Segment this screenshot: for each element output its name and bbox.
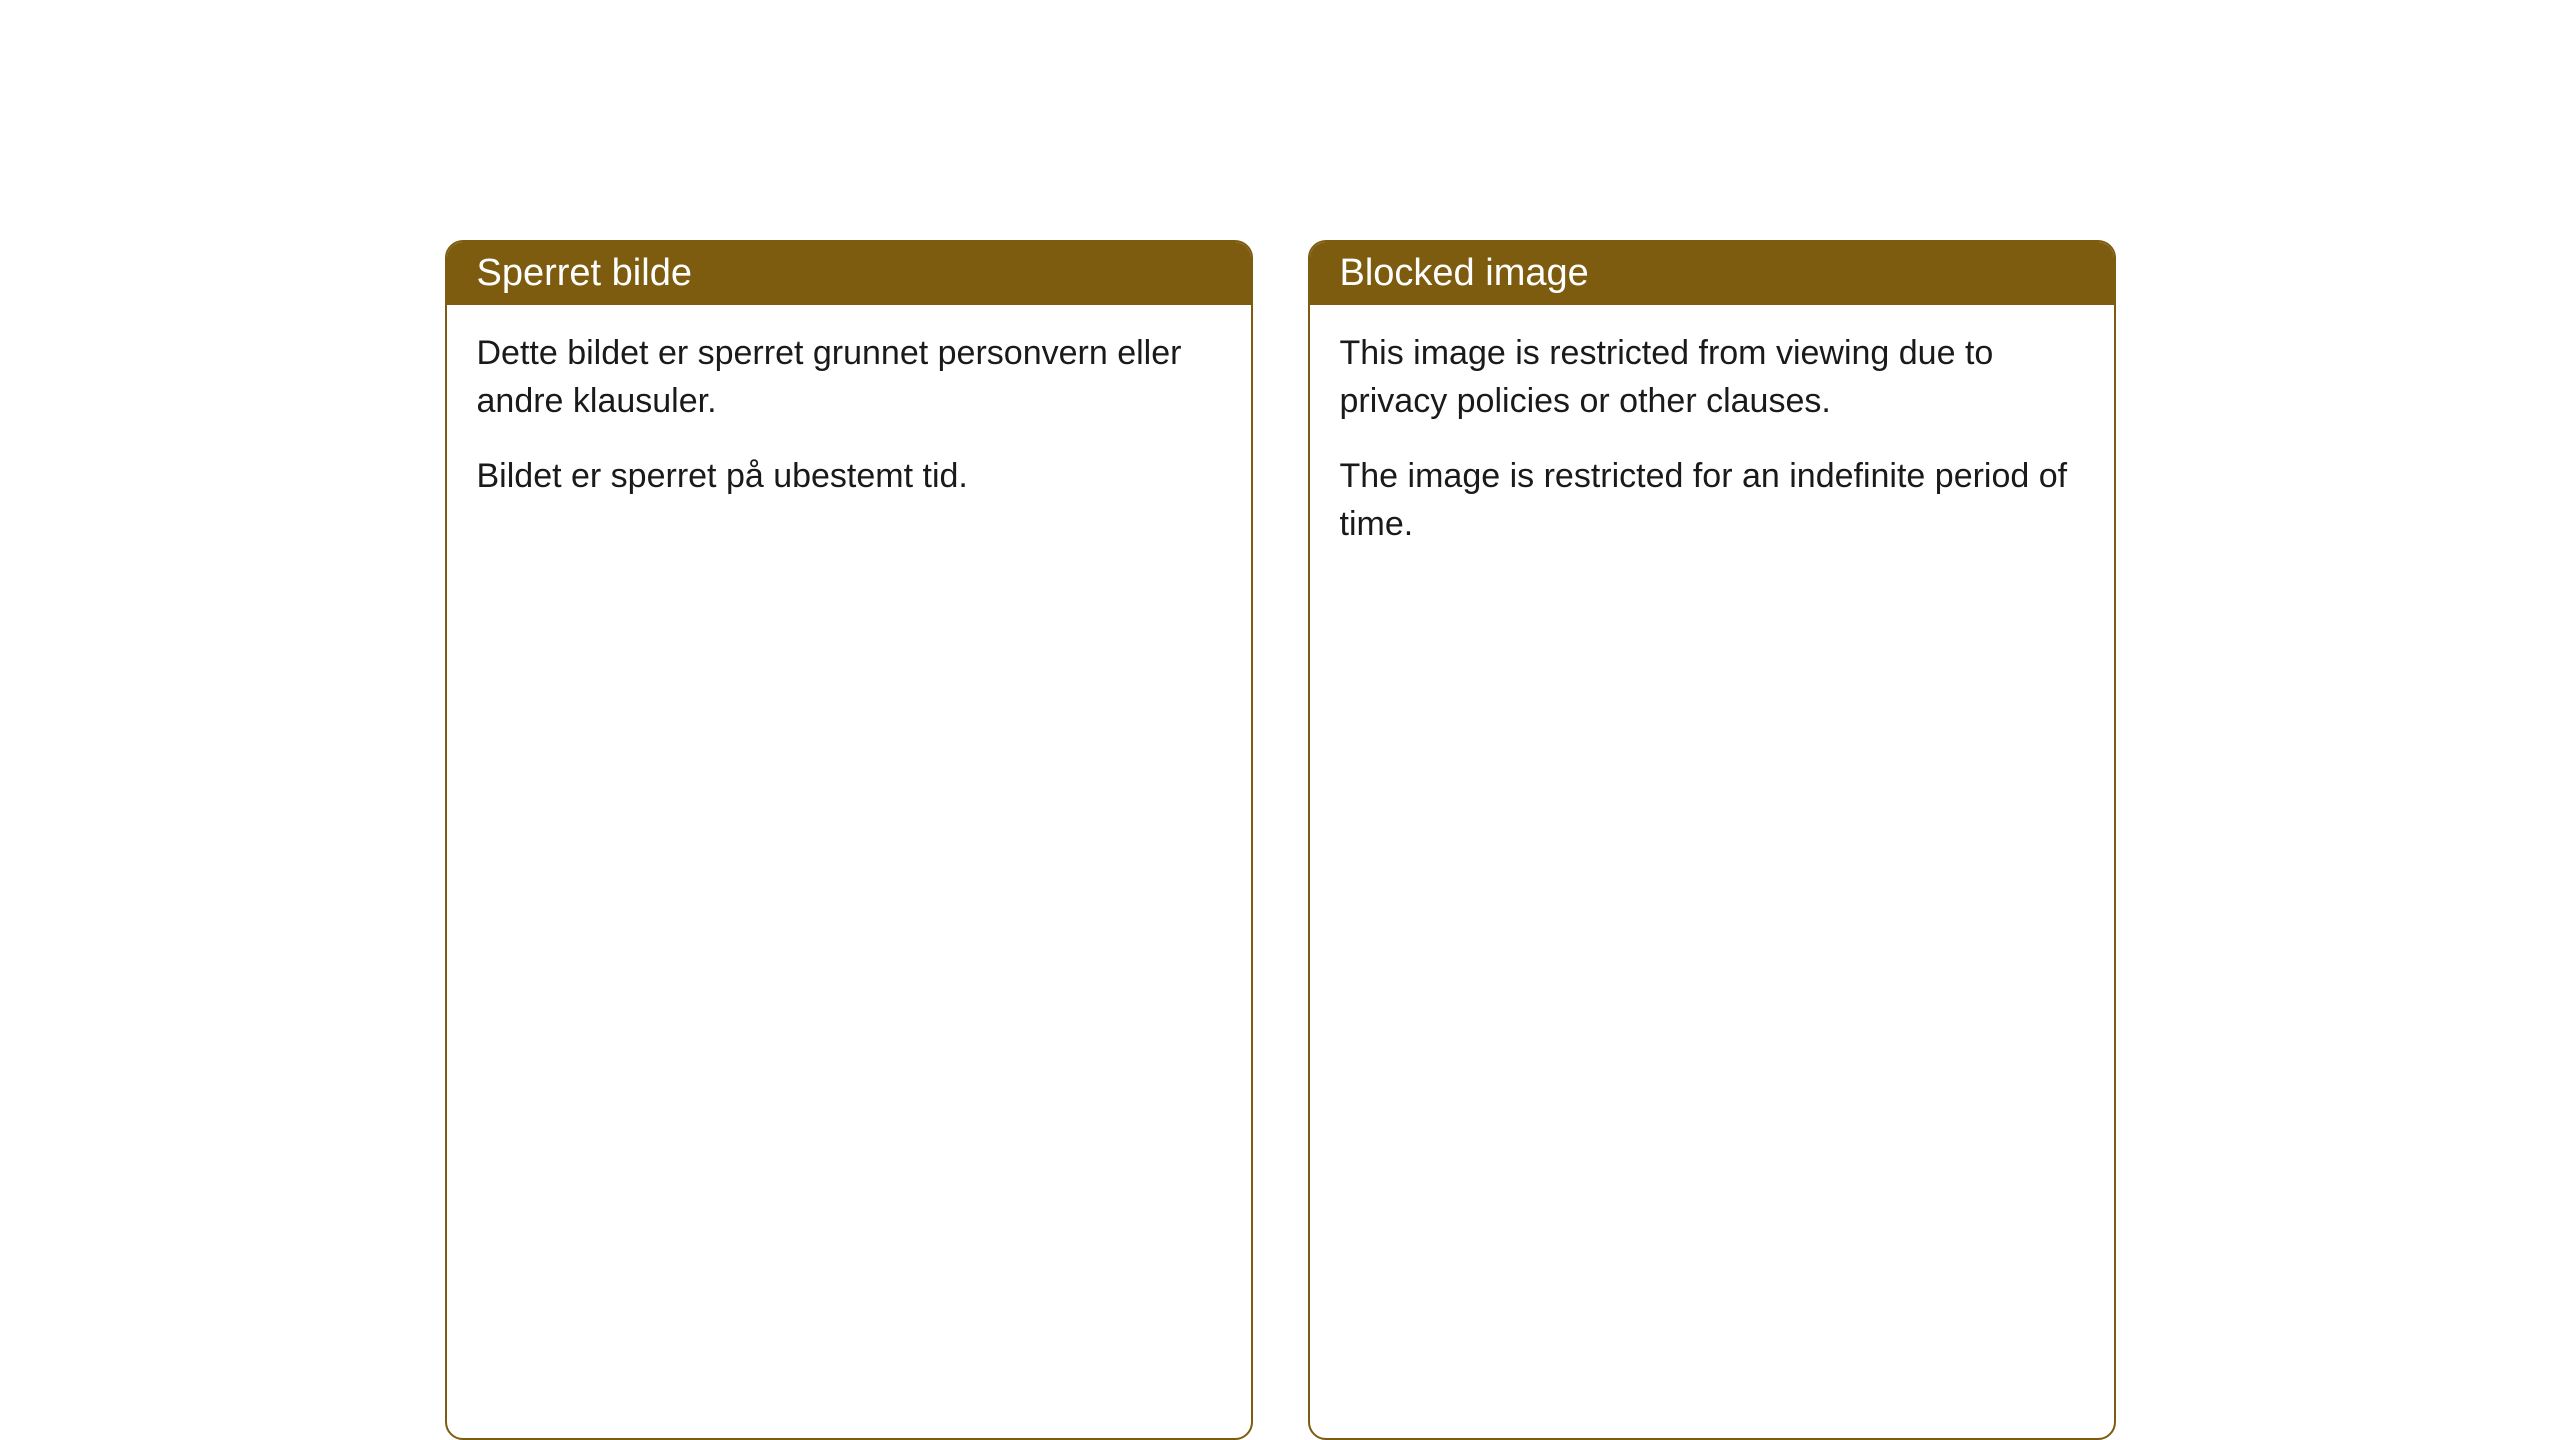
notice-card-english: Blocked image This image is restricted f…: [1308, 240, 2116, 1440]
card-body-norwegian: Dette bildet er sperret grunnet personve…: [447, 305, 1251, 541]
card-header-norwegian: Sperret bilde: [447, 242, 1251, 305]
card-title-english: Blocked image: [1340, 252, 1589, 294]
card-text-norwegian-2: Bildet er sperret på ubestemt tid.: [477, 453, 1221, 501]
card-title-norwegian: Sperret bilde: [477, 252, 692, 294]
card-header-english: Blocked image: [1310, 242, 2114, 305]
card-body-english: This image is restricted from viewing du…: [1310, 305, 2114, 588]
notice-card-norwegian: Sperret bilde Dette bildet er sperret gr…: [445, 240, 1253, 1440]
notice-cards-container: Sperret bilde Dette bildet er sperret gr…: [445, 240, 2116, 1440]
card-text-english-2: The image is restricted for an indefinit…: [1340, 453, 2084, 548]
card-text-norwegian-1: Dette bildet er sperret grunnet personve…: [477, 330, 1221, 425]
card-text-english-1: This image is restricted from viewing du…: [1340, 330, 2084, 425]
